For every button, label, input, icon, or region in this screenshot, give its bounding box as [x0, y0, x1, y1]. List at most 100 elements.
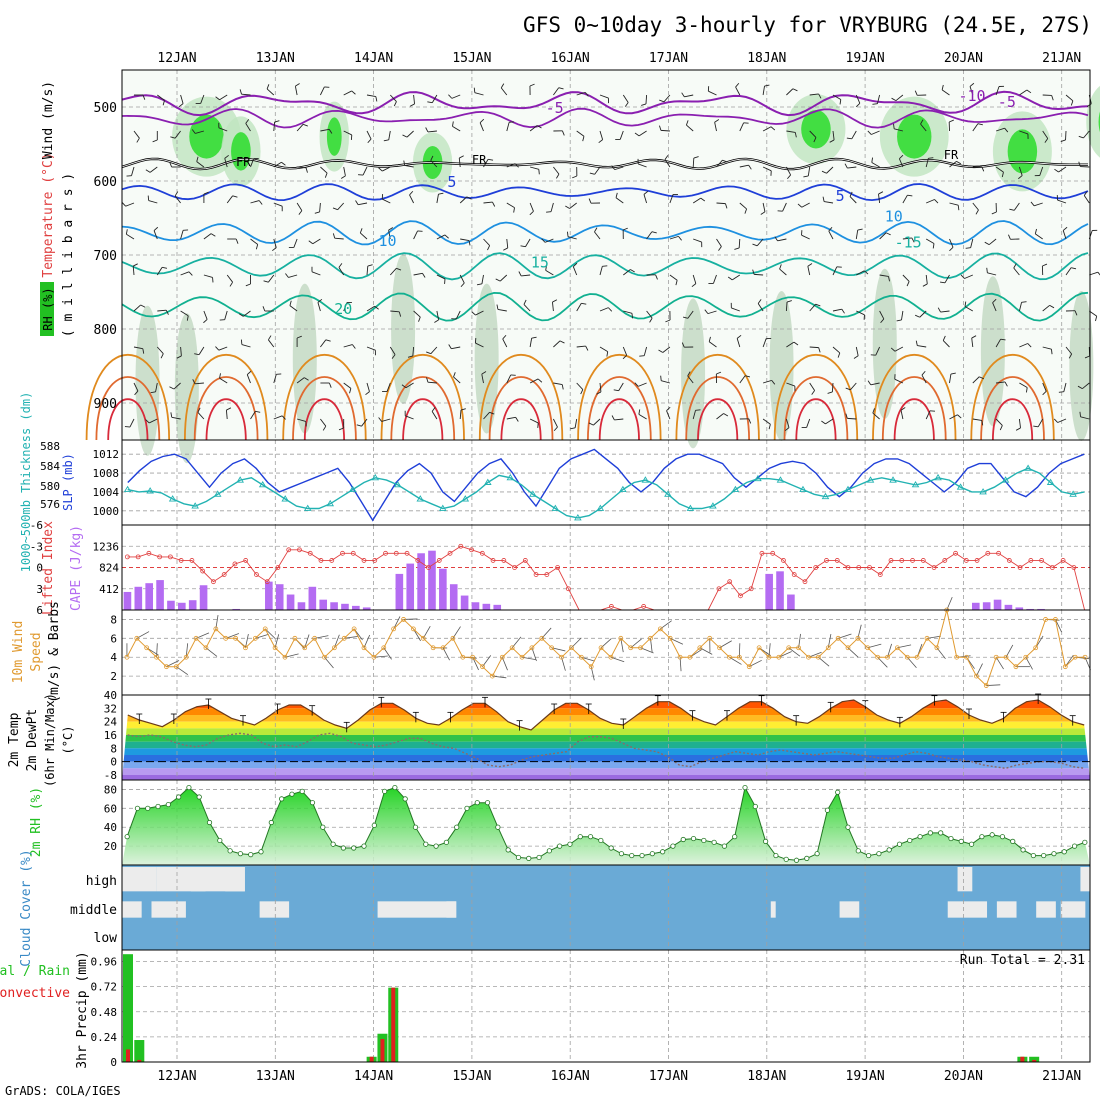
wind-tick-label: 2 [110, 670, 117, 683]
wind-barb-flag [971, 335, 977, 339]
wind-barb [1039, 166, 1044, 176]
wind-barb [1057, 199, 1067, 204]
wind-barb [779, 268, 787, 276]
wind-barb-flag [427, 101, 433, 104]
wind-barb-flag [263, 280, 269, 283]
wind-barb [623, 269, 631, 276]
wind-barb [552, 302, 554, 312]
wind-barb-flag [378, 417, 383, 422]
wind-speed-point [460, 654, 466, 660]
wind-barb [826, 166, 834, 174]
wind-barb [669, 274, 678, 281]
wind-speed-point [292, 635, 298, 641]
thickness-point [529, 490, 537, 497]
wind-barb-flag [1050, 349, 1053, 355]
lifted-tick-label: 6 [36, 604, 43, 617]
dewpoint-line [127, 732, 1085, 770]
wind-barb [786, 341, 795, 348]
wind-barb-flag [541, 238, 546, 243]
wind-barb [293, 238, 298, 248]
wind-barb [902, 194, 908, 204]
humidity-column [174, 313, 199, 464]
temp-tick-label: 40 [104, 689, 117, 702]
rh-point [763, 838, 769, 844]
cloud-cover-panel: high middle low Cloud Cover (%) [19, 849, 1091, 967]
wind-barb [686, 124, 694, 132]
thickness-point [371, 473, 380, 481]
wind-barb-flag [631, 313, 633, 319]
wind-barb [942, 340, 950, 348]
wind-barb-flag [704, 309, 709, 314]
cloud-level-label: high [86, 874, 117, 889]
wind-barb-flag [176, 355, 182, 359]
wind-barb-flag [658, 349, 664, 353]
wind-barb-flag [907, 194, 913, 197]
wind10m-panel: 2 4 6 8 10m Wind Speed (m/s) & Barbs [11, 596, 1091, 703]
wind-barb-flag [846, 137, 852, 140]
wind-speed-point [549, 645, 555, 651]
wind-barb [894, 128, 904, 132]
wind-barb [599, 382, 602, 392]
wind-speed-point [964, 654, 969, 660]
wind-barb-flag [295, 83, 300, 87]
wind-speed-point [322, 654, 327, 660]
temp-band [122, 741, 1090, 749]
wind-barb-flag [659, 99, 665, 103]
date-tick-label: 14JAN [354, 1069, 393, 1084]
wind-barb [149, 166, 158, 173]
wind-speed-point [677, 654, 683, 660]
wind-barb [661, 380, 671, 384]
chart-title: GFS 0~10day 3-hourly for VRYBURG (24.5E,… [523, 13, 1092, 37]
wind-barb [643, 194, 648, 204]
cloud-gap [1060, 901, 1086, 918]
wind-barb [506, 416, 516, 420]
warm-dome [107, 398, 149, 441]
wind-barb [666, 410, 671, 420]
wind-barb [894, 346, 904, 352]
wind-barb-flag [867, 380, 872, 386]
cloud-gap [377, 901, 457, 918]
wind-barb-flag [150, 391, 156, 394]
wind-barb-flag [639, 355, 645, 357]
wind-barb-flag [232, 195, 238, 198]
wind-speed-point [361, 645, 367, 651]
thickness-point [348, 485, 357, 493]
lifted-index-point [124, 554, 130, 560]
rh-point [587, 834, 594, 840]
wind-barb-flag [523, 299, 527, 305]
wind-barb-flag [1058, 391, 1064, 393]
warm-dome [991, 398, 1034, 441]
rh-point [1051, 851, 1057, 857]
lifted-index-point [286, 547, 292, 553]
wind-barb-flag [468, 240, 471, 246]
rh-point [907, 837, 913, 844]
wind-barb [875, 346, 881, 356]
wind-barb-flag [906, 281, 910, 287]
rh-point [1030, 852, 1036, 859]
precip-legend-convective: Convective [0, 986, 70, 1001]
wind-barb-flag [262, 306, 266, 312]
wind-barb-flag [581, 302, 587, 305]
wind-barb [553, 382, 563, 386]
lifted-index-point [845, 565, 851, 570]
cape-bar [352, 605, 360, 610]
warm-dome [402, 398, 444, 441]
wind-barb-flag [258, 200, 263, 205]
wind-axis-label: Speed [29, 632, 44, 671]
wind-barb [132, 265, 135, 276]
thickness-point [191, 502, 199, 509]
wind-barb [529, 202, 534, 212]
wind-barb-flag [723, 413, 729, 417]
rh-point [268, 819, 274, 826]
thickness-point [258, 480, 267, 488]
wind-barb-flag [1026, 89, 1032, 94]
wind-barb-flag [1060, 139, 1066, 142]
wind-barb [483, 412, 490, 420]
wind-barb-flag [398, 311, 402, 317]
wind-speed-point [539, 635, 545, 641]
date-tick-label: 16JAN [551, 51, 590, 66]
wind-barb [458, 158, 461, 168]
wind-barb [296, 124, 304, 132]
wind-barb-flag [396, 267, 402, 271]
